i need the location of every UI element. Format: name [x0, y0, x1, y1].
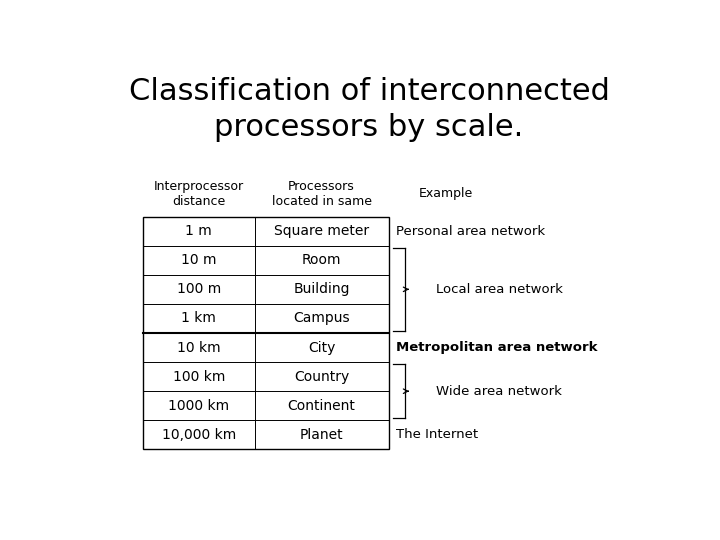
Text: Continent: Continent: [287, 399, 356, 413]
Text: Planet: Planet: [300, 428, 343, 442]
Text: 10 km: 10 km: [177, 341, 220, 355]
Text: Interprocessor
distance: Interprocessor distance: [154, 180, 244, 208]
Text: Room: Room: [302, 253, 341, 267]
Text: Wide area network: Wide area network: [436, 384, 562, 397]
Text: Classification of interconnected
processors by scale.: Classification of interconnected process…: [129, 77, 609, 142]
Text: Personal area network: Personal area network: [396, 225, 545, 238]
Text: 1000 km: 1000 km: [168, 399, 230, 413]
Text: Square meter: Square meter: [274, 224, 369, 238]
Text: Building: Building: [293, 282, 350, 296]
Text: 10 m: 10 m: [181, 253, 217, 267]
Text: Country: Country: [294, 370, 349, 383]
Text: 100 m: 100 m: [176, 282, 221, 296]
Text: Campus: Campus: [293, 312, 350, 326]
Text: Local area network: Local area network: [436, 283, 563, 296]
Text: 1 km: 1 km: [181, 312, 216, 326]
Text: 10,000 km: 10,000 km: [162, 428, 236, 442]
Text: Example: Example: [419, 187, 474, 200]
Text: The Internet: The Internet: [396, 428, 478, 441]
Text: 1 m: 1 m: [186, 224, 212, 238]
Text: Processors
located in same: Processors located in same: [271, 180, 372, 208]
Text: City: City: [308, 341, 336, 355]
Text: Metropolitan area network: Metropolitan area network: [396, 341, 598, 354]
Text: 100 km: 100 km: [173, 370, 225, 383]
